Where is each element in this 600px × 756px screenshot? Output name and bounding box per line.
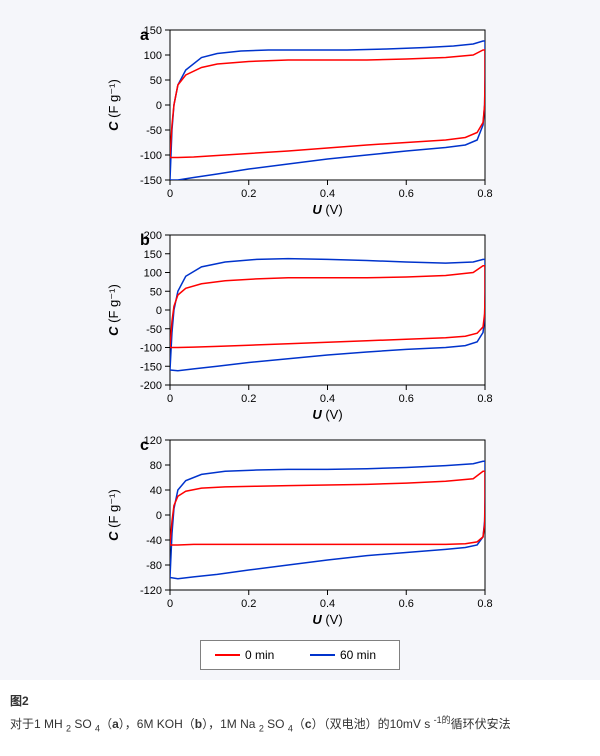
svg-text:50: 50 bbox=[150, 75, 162, 87]
svg-text:b: b bbox=[140, 232, 150, 249]
svg-text:0.4: 0.4 bbox=[320, 188, 335, 200]
svg-text:U (V): U (V) bbox=[312, 612, 342, 627]
svg-text:C (F g⁻¹): C (F g⁻¹) bbox=[106, 79, 121, 131]
svg-text:-40: -40 bbox=[146, 535, 162, 547]
svg-text:-100: -100 bbox=[140, 150, 162, 162]
svg-text:0: 0 bbox=[156, 510, 162, 522]
svg-text:0.4: 0.4 bbox=[320, 598, 335, 610]
svg-text:0 min: 0 min bbox=[245, 648, 274, 662]
svg-text:-100: -100 bbox=[140, 343, 162, 355]
figure-caption: 图2 对于1 MH 2 SO 4（a），6M KOH（b），1M Na 2 SO… bbox=[0, 680, 600, 743]
svg-text:0.2: 0.2 bbox=[241, 393, 256, 405]
svg-text:40: 40 bbox=[150, 485, 162, 497]
svg-text:0.2: 0.2 bbox=[241, 188, 256, 200]
chart-panel-c: 00.20.40.60.8-120-80-4004080120U (V)C (F… bbox=[100, 430, 500, 630]
svg-text:0.4: 0.4 bbox=[320, 393, 335, 405]
svg-text:50: 50 bbox=[150, 286, 162, 298]
svg-text:60 min: 60 min bbox=[340, 648, 376, 662]
svg-text:150: 150 bbox=[144, 249, 162, 261]
svg-text:c: c bbox=[140, 437, 149, 454]
svg-text:100: 100 bbox=[144, 268, 162, 280]
svg-text:0: 0 bbox=[167, 188, 173, 200]
svg-text:C (F g⁻¹): C (F g⁻¹) bbox=[106, 489, 121, 541]
svg-text:-50: -50 bbox=[146, 324, 162, 336]
svg-text:0.6: 0.6 bbox=[399, 393, 414, 405]
svg-text:100: 100 bbox=[144, 50, 162, 62]
svg-text:0: 0 bbox=[167, 598, 173, 610]
svg-text:0.8: 0.8 bbox=[477, 393, 492, 405]
chart-panel-b: 00.20.40.60.8-200-150-100-50050100150200… bbox=[100, 225, 500, 425]
svg-text:C (F g⁻¹): C (F g⁻¹) bbox=[106, 284, 121, 336]
svg-text:-120: -120 bbox=[140, 585, 162, 597]
svg-text:-50: -50 bbox=[146, 125, 162, 137]
svg-text:0.2: 0.2 bbox=[241, 598, 256, 610]
svg-text:-200: -200 bbox=[140, 380, 162, 392]
svg-text:U (V): U (V) bbox=[312, 202, 342, 217]
svg-text:a: a bbox=[140, 27, 149, 44]
svg-text:0: 0 bbox=[156, 100, 162, 112]
chart-panel-a: 00.20.40.60.8-150-100-50050100150U (V)C … bbox=[100, 20, 500, 220]
caption-title: 图2 bbox=[10, 692, 590, 709]
legend-block: 0 min 60 min bbox=[200, 635, 400, 670]
svg-text:80: 80 bbox=[150, 460, 162, 472]
svg-text:-150: -150 bbox=[140, 361, 162, 373]
svg-text:U (V): U (V) bbox=[312, 407, 342, 422]
svg-text:0.6: 0.6 bbox=[399, 188, 414, 200]
svg-text:0: 0 bbox=[156, 305, 162, 317]
svg-text:0.8: 0.8 bbox=[477, 188, 492, 200]
svg-text:-80: -80 bbox=[146, 560, 162, 572]
svg-text:0: 0 bbox=[167, 393, 173, 405]
caption-text: 对于1 MH 2 SO 4（a），6M KOH（b），1M Na 2 SO 4（… bbox=[10, 713, 590, 733]
svg-text:-150: -150 bbox=[140, 175, 162, 187]
svg-text:0.6: 0.6 bbox=[399, 598, 414, 610]
figure-container: 0 0.2 0.4 0.6 0.8 -150 -100 -50 0 50 100 150 U (V) C … bbox=[0, 0, 600, 680]
svg-text:0.8: 0.8 bbox=[477, 598, 492, 610]
